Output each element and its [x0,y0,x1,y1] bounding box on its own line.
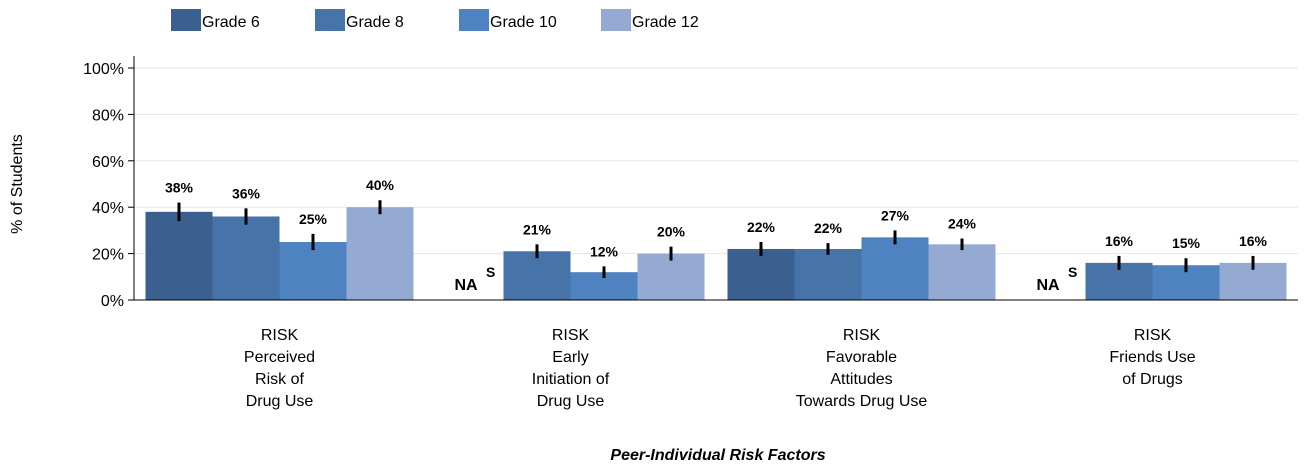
bar-2-0 [727,248,795,300]
data-label-1-3: 20% [657,224,686,240]
category-label-1: RISK Early Initiation of Drug Use [532,327,610,410]
bar-0-2 [279,242,347,300]
data-label-2-0: 22% [747,219,776,235]
y-tick-label-1: 20% [92,247,124,264]
data-label-0-3: 40% [366,177,395,193]
grid-lines [134,67,1298,255]
legend-label-1: Grade 8 [346,14,404,31]
category-label-2: RISK Favorable Attitudes Towards Drug Use [796,327,928,410]
category-label-line: RISK [261,327,299,344]
category-label-line: of Drugs [1122,371,1182,388]
bar-0-0 [145,211,213,300]
category-label-line: RISK [552,327,590,344]
category-label-line: Favorable [826,349,897,366]
x-axis: RISK Perceived Risk of Drug Use RISK Early Ini… [134,299,1298,410]
data-label-3-3: 16% [1239,233,1268,249]
bar-1-1 [503,251,571,300]
category-label-line: Attitudes [830,371,892,388]
category-label-line: Early [552,349,588,366]
legend-swatch-2 [459,9,489,31]
legend-swatch-0 [171,9,201,31]
data-label-2-2: 27% [881,207,910,223]
legend-swatch-3 [601,9,631,31]
data-label-0-0: 38% [165,180,194,196]
y-tick-label-3: 60% [92,154,124,171]
legend-label-3: Grade 12 [632,14,699,31]
category-label-line: RISK [1134,327,1172,344]
category-label-3: RISK Friends Use of Drugs [1109,327,1195,388]
y-tick-label-4: 80% [92,107,124,124]
category-label-line: Risk of [255,371,304,388]
bar-2-3 [928,244,996,300]
y-tick-label-0: 0% [101,293,124,310]
bar-0-3 [346,207,414,300]
category-label-line: Perceived [244,349,315,366]
legend-label-2: Grade 10 [490,14,557,31]
y-tick-label-2: 40% [92,200,124,217]
category-label-line: Drug Use [246,393,314,410]
bars [145,207,1287,300]
y-axis: 0% 20% 40% 60% 80% 100% [83,56,135,310]
bar-0-1 [212,216,280,300]
category-label-line: Friends Use [1109,349,1195,366]
legend: Grade 6 Grade 8 Grade 10 Grade 12 [171,9,699,31]
na-marker-superscript-1: S [1068,264,1077,280]
bar-1-3 [637,253,705,300]
category-label-0: RISK Perceived Risk of Drug Use [244,327,315,410]
y-axis-title: % of Students [9,134,26,234]
x-axis-title: Peer-Individual Risk Factors [610,447,825,464]
data-label-1-2: 12% [590,243,619,259]
na-marker-1: NA [1036,277,1060,294]
legend-label-0: Grade 6 [202,14,260,31]
data-label-3-2: 15% [1172,235,1201,251]
na-marker-superscript-0: S [486,264,495,280]
category-label-line: Towards Drug Use [796,393,928,410]
legend-swatch-1 [315,9,345,31]
data-label-0-1: 36% [232,185,261,201]
na-marker-0: NA [454,277,478,294]
data-label-2-1: 22% [814,220,843,236]
data-label-3-1: 16% [1105,233,1134,249]
y-tick-label-5: 100% [83,61,124,78]
category-label-line: Initiation of [532,371,610,388]
data-labels: 38% 36% 25% 40% 21% 12% 20% 22% 22% 27% 24% 16% 15% 1… [165,177,1268,294]
data-label-2-3: 24% [948,216,977,232]
category-label-line: Drug Use [537,393,605,410]
bar-2-1 [794,248,862,300]
category-label-line: RISK [843,327,881,344]
data-label-0-2: 25% [299,211,328,227]
data-label-1-1: 21% [523,221,552,237]
error-bars [177,200,1255,278]
bar-2-2 [861,237,929,300]
